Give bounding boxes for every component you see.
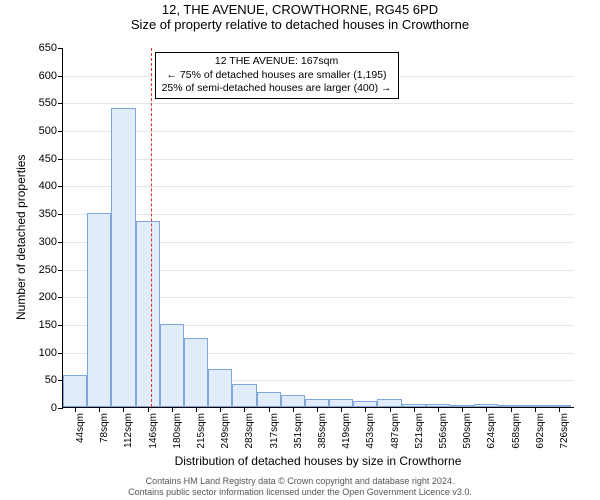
y-tick-label: 450: [39, 153, 57, 165]
histogram-bar: [232, 384, 256, 407]
footer-line-2: Contains public sector information licen…: [128, 487, 472, 497]
info-box-line-2: ← 75% of detached houses are smaller (1,…: [162, 69, 392, 83]
y-axis-label: Number of detached properties: [14, 155, 28, 320]
x-tick-label: 283sqm: [244, 413, 255, 449]
y-tick-label: 500: [39, 125, 57, 137]
x-axis-label: Distribution of detached houses by size …: [62, 454, 574, 468]
x-tick-label: 487sqm: [390, 413, 401, 449]
x-tick-label: 419sqm: [341, 413, 352, 449]
x-tick-label: 44sqm: [75, 413, 86, 443]
histogram-bar: [63, 375, 87, 407]
y-tick-label: 400: [39, 180, 57, 192]
x-tick-label: 351sqm: [293, 413, 304, 449]
y-tick-label: 100: [39, 347, 57, 359]
histogram-bar: [111, 108, 135, 407]
histogram-bar: [208, 369, 232, 407]
histogram-bar: [377, 399, 401, 407]
page-title-address: 12, THE AVENUE, CROWTHORNE, RG45 6PD: [0, 2, 600, 17]
histogram-bar: [136, 221, 160, 407]
x-tick-label: 249sqm: [220, 413, 231, 449]
x-tick-label: 385sqm: [317, 413, 328, 449]
y-tick-label: 0: [51, 402, 57, 414]
x-tick-label: 112sqm: [123, 413, 134, 448]
x-tick-label: 556sqm: [438, 413, 449, 449]
histogram-bar: [257, 392, 281, 408]
y-tick-label: 250: [39, 264, 57, 276]
x-tick-label: 692sqm: [535, 413, 546, 449]
attribution-footer: Contains HM Land Registry data © Crown c…: [0, 476, 600, 498]
histogram-bar: [281, 395, 305, 407]
x-tick-label: 215sqm: [196, 413, 207, 449]
y-tick-label: 150: [39, 319, 57, 331]
x-tick-label: 146sqm: [148, 413, 159, 449]
histogram-bar: [160, 324, 184, 407]
histogram-plot: 0501001502002503003504004505005506006504…: [62, 48, 574, 408]
x-tick-label: 180sqm: [172, 413, 183, 449]
reference-line: [151, 48, 153, 407]
y-tick-label: 200: [39, 291, 57, 303]
x-tick-label: 658sqm: [511, 413, 522, 449]
y-tick-label: 50: [45, 374, 57, 386]
reference-info-box: 12 THE AVENUE: 167sqm← 75% of detached h…: [155, 52, 399, 99]
x-tick-label: 78sqm: [99, 413, 110, 443]
y-tick-label: 300: [39, 236, 57, 248]
y-tick-label: 650: [39, 42, 57, 54]
x-tick-label: 453sqm: [365, 413, 376, 449]
y-tick-label: 350: [39, 208, 57, 220]
footer-line-1: Contains HM Land Registry data © Crown c…: [146, 476, 455, 486]
x-tick-label: 590sqm: [462, 413, 473, 449]
x-tick-label: 317sqm: [269, 413, 280, 449]
page-title-subtitle: Size of property relative to detached ho…: [0, 17, 600, 32]
y-tick-label: 550: [39, 97, 57, 109]
x-tick-label: 521sqm: [414, 413, 425, 449]
histogram-bar: [87, 213, 111, 407]
histogram-bar: [184, 338, 208, 407]
y-tick-label: 600: [39, 70, 57, 82]
x-tick-label: 726sqm: [559, 413, 570, 449]
histogram-bar: [305, 399, 329, 407]
info-box-line-1: 12 THE AVENUE: 167sqm: [162, 55, 392, 69]
info-box-line-3: 25% of semi-detached houses are larger (…: [162, 82, 392, 96]
x-tick-label: 624sqm: [486, 413, 497, 449]
histogram-bar: [329, 399, 353, 407]
